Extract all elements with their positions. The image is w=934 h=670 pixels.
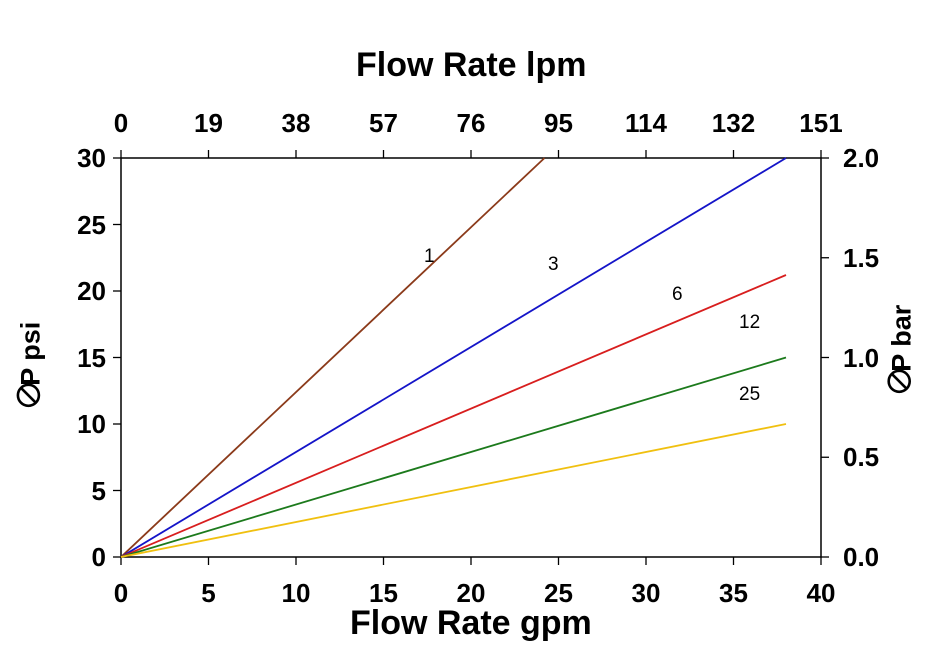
svg-text:12: 12: [739, 312, 760, 333]
svg-text:3: 3: [548, 254, 559, 275]
svg-text:25: 25: [739, 384, 760, 405]
svg-text:6: 6: [672, 284, 683, 305]
svg-text:1: 1: [424, 246, 435, 267]
